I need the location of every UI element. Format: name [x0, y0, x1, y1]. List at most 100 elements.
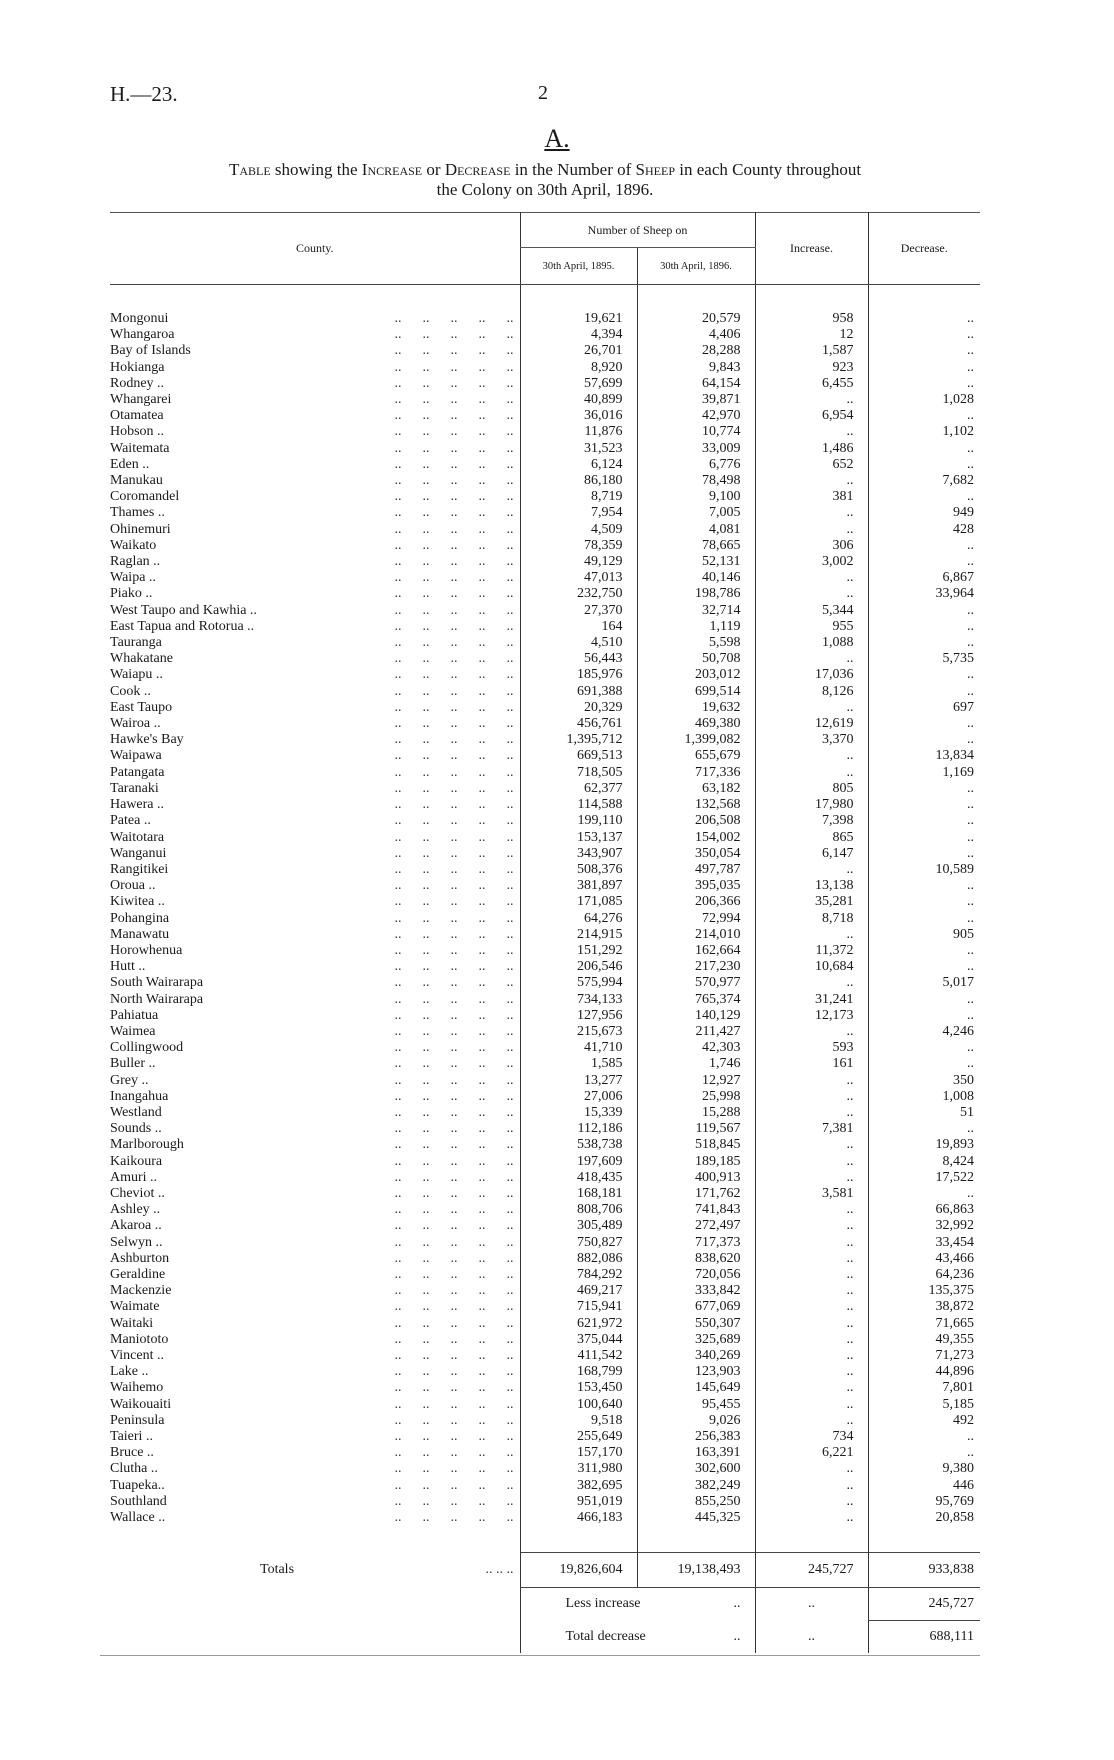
sheep-1896: 400,913 [636, 1169, 755, 1186]
increase-value: .. [754, 1477, 868, 1494]
county-name: .. .. .. .. .. Mongonui [110, 311, 514, 326]
increase-value: .. [754, 1283, 868, 1300]
decrease-value: .. [867, 554, 980, 571]
sheep-1896: 78,498 [636, 473, 755, 490]
county-name: .. .. .. .. .. Hokianga [110, 359, 514, 375]
table-row: .. .. .. .. .. Wallace .. 466,183 445,325..… [110, 1510, 980, 1527]
county-name: .. .. .. .. .. Taranaki [110, 780, 514, 796]
sheep-1896: 717,373 [636, 1234, 755, 1251]
increase-value: .. [754, 1153, 868, 1170]
sheep-1896: 42,303 [636, 1040, 755, 1057]
table-row: .. .. .. .. .. Selwyn .. 750,827 717,373.. 3… [110, 1234, 980, 1251]
sheep-1895: 9,518 [519, 1412, 637, 1430]
table-row: .. .. .. .. .. Waipawa 669,513 655,679.. 13,… [110, 748, 980, 765]
sheep-1895: 8,719 [519, 489, 637, 506]
table-row: .. .. .. .. .. Waitaki 621,972 550,307.. 71,… [110, 1315, 980, 1332]
decrease-value: 20,858 [867, 1510, 980, 1527]
increase-value: 1,587 [754, 343, 868, 360]
increase-value: .. [754, 1023, 868, 1041]
decrease-value: 51 [867, 1104, 980, 1122]
decrease-value: 446 [867, 1477, 980, 1494]
less-increase-dots: .. [754, 1587, 868, 1621]
table-row: .. .. .. .. .. Kiwitea .. 171,085 206,366 35… [110, 894, 980, 911]
decrease-value: .. [867, 602, 980, 619]
increase-value: .. [754, 1202, 868, 1219]
sheep-1895: 19,621 [519, 311, 637, 328]
table-row: .. .. .. .. .. Cook .. 691,388 699,514 8,126… [110, 683, 980, 700]
county-name: .. .. .. .. .. Waitotara [110, 829, 514, 845]
increase-value: 13,138 [754, 878, 868, 895]
county-name: .. .. .. .. .. Maniototo [110, 1331, 514, 1347]
sheep-1895: 715,941 [519, 1299, 637, 1316]
total-1896: 19,138,493 [636, 1552, 755, 1589]
sheep-1896: 39,871 [636, 392, 755, 409]
sheep-1896: 855,250 [636, 1493, 755, 1511]
sheep-1895: 157,170 [519, 1445, 637, 1462]
decrease-value: 949 [867, 505, 980, 522]
sheep-1896: 382,249 [636, 1477, 755, 1494]
sheep-1895: 41,710 [519, 1040, 637, 1057]
sheep-1895: 311,980 [519, 1461, 637, 1478]
table-row: .. .. .. .. .. Manawatu 214,915 214,010.. 90… [110, 926, 980, 943]
decrease-value: 43,466 [867, 1250, 980, 1267]
decrease-value: 17,522 [867, 1169, 980, 1186]
increase-value: .. [754, 1396, 868, 1413]
increase-value: 6,954 [754, 408, 868, 425]
increase-value: .. [754, 392, 868, 409]
table-row: .. .. .. .. .. Waikato 78,359 78,665 306.. [110, 537, 980, 555]
table-row: .. .. .. .. .. Cheviot .. 168,181 171,762 3,… [110, 1185, 980, 1203]
sheep-1896: 123,903 [636, 1364, 755, 1381]
sheep-1895: 8,920 [519, 359, 637, 376]
county-name: .. .. .. .. .. Kaikoura [110, 1153, 514, 1169]
county-name: .. .. .. .. .. East Taupo [110, 699, 514, 715]
increase-value: 734 [754, 1429, 868, 1446]
sheep-1895: 168,181 [519, 1185, 637, 1203]
sheep-1895: 718,505 [519, 764, 637, 781]
increase-value: .. [754, 1088, 868, 1105]
sheep-1895: 15,339 [519, 1104, 637, 1122]
county-name: .. .. .. .. .. Vincent .. [110, 1348, 514, 1363]
sheep-1895: 669,513 [519, 748, 637, 765]
county-name: .. .. .. .. .. Waiapu .. [110, 667, 514, 683]
county-name: .. .. .. .. .. Raglan .. [110, 554, 514, 570]
sheep-1895: 255,649 [519, 1429, 637, 1446]
sheep-1895: 882,086 [519, 1250, 637, 1267]
table-row: .. .. .. .. .. Coromandel 8,719 9,100 381.. [110, 489, 980, 506]
table-row: .. .. .. .. .. Buller .. 1,585 1,746 161.. [110, 1056, 980, 1073]
increase-value: .. [754, 1493, 868, 1511]
county-name: .. .. .. .. .. Otamatea [110, 408, 514, 424]
decrease-value: 1,008 [867, 1088, 980, 1105]
sheep-1896: 741,843 [636, 1202, 755, 1219]
sheep-1896: 4,406 [636, 327, 755, 344]
table-row: .. .. .. .. .. Waitemata 31,523 33,009 1,486… [110, 440, 980, 457]
sheep-1895: 185,976 [519, 667, 637, 684]
table-row: .. .. .. .. .. Hobson .. 11,876 10,774.. 1,1… [110, 424, 980, 441]
county-name: .. .. .. .. .. Inangahua [110, 1088, 514, 1104]
county-name: .. .. .. .. .. Thames .. [110, 505, 514, 521]
county-name: .. .. .. .. .. Hutt .. [110, 959, 514, 975]
sheep-1896: 9,026 [636, 1412, 755, 1430]
table-row: .. .. .. .. .. Hokianga 8,920 9,843 923.. [110, 359, 980, 376]
table-row: .. .. .. .. .. Collingwood 41,710 42,303 593… [110, 1040, 980, 1057]
sheep-1896: 95,455 [636, 1396, 755, 1413]
decrease-value: 10,589 [867, 861, 980, 879]
increase-value: .. [754, 1412, 868, 1430]
table-row: .. .. .. .. .. Akaroa .. 305,489 272,497.. 3… [110, 1218, 980, 1235]
decrease-value: 33,964 [867, 586, 980, 603]
table-row: .. .. .. .. .. Grey .. 13,277 12,927.. 350 [110, 1072, 980, 1089]
increase-value: .. [754, 1364, 868, 1381]
sheep-1895: 199,110 [519, 813, 637, 830]
sheep-1895: 343,907 [519, 845, 637, 862]
decrease-value: .. [867, 489, 980, 506]
increase-value: 865 [754, 829, 868, 846]
sheep-1895: 750,827 [519, 1234, 637, 1251]
sheep-1896: 10,774 [636, 424, 755, 441]
sheep-1896: 64,154 [636, 375, 755, 393]
decrease-value: .. [867, 683, 980, 700]
increase-value: 17,036 [754, 667, 868, 684]
county-name: .. .. .. .. .. Piako .. [110, 586, 514, 602]
sheep-1896: 445,325 [636, 1510, 755, 1527]
sheep-1895: 575,994 [519, 975, 637, 992]
decrease-value: .. [867, 311, 980, 328]
county-name: .. .. .. .. .. Whangaroa [110, 327, 514, 343]
